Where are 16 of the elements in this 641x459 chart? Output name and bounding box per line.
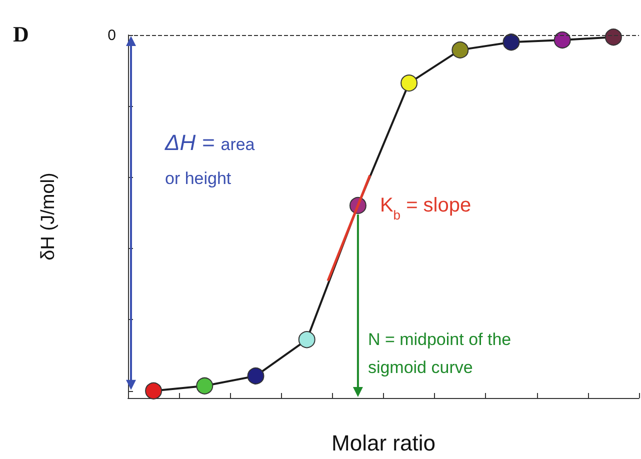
point [604, 28, 622, 46]
point [145, 382, 162, 400]
point [400, 74, 418, 92]
annotation: ΔH = area or height [164, 130, 256, 188]
point [452, 41, 469, 58]
point [502, 34, 520, 51]
point [247, 367, 264, 384]
point [554, 31, 571, 48]
chart-title: D [13, 22, 29, 46]
point [298, 331, 316, 348]
annotation: N = midpoint of the sigmoid curve [368, 330, 512, 377]
x-axis-title: Molar ratio [332, 430, 436, 456]
annotation: K$_{b}$ = slope [380, 194, 472, 222]
point [196, 377, 214, 394]
ref-line-label: 0 [108, 27, 116, 44]
y-axis-title: δH (J/mol) [38, 172, 59, 260]
